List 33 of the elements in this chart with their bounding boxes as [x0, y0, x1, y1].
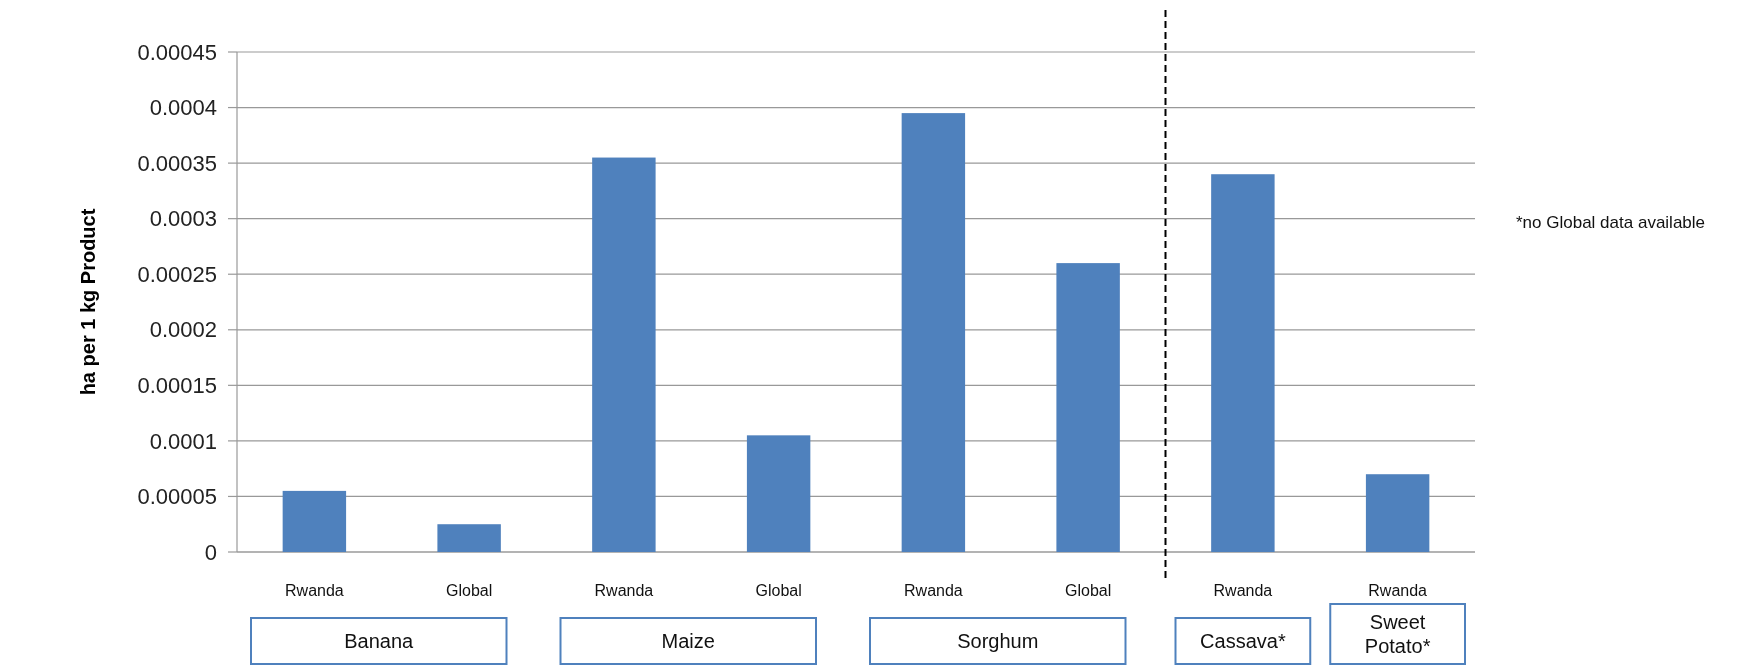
bar	[1365, 474, 1430, 552]
y-tick-label: 0.00035	[137, 150, 217, 176]
x-tick-label: Rwanda	[285, 582, 344, 599]
x-tick-label: Global	[755, 582, 802, 599]
y-tick-label: 0.00025	[137, 261, 217, 287]
x-tick-label: Global	[1065, 582, 1112, 599]
bar	[282, 490, 347, 552]
x-tick-label: Rwanda	[904, 582, 963, 599]
bar	[1211, 174, 1275, 552]
bar	[901, 113, 966, 552]
x-tick-label: Global	[446, 582, 493, 599]
y-axis-title: ha per 1 kg Product	[77, 208, 99, 396]
y-tick-label: 0.00045	[137, 39, 217, 65]
y-tick-label: 0.0003	[149, 206, 217, 232]
x-tick-label: Rwanda	[1213, 582, 1273, 599]
y-tick-label: 0.0004	[149, 95, 217, 121]
y-tick-label: 0.0002	[149, 317, 217, 343]
y-tick-label: 0.0001	[149, 428, 217, 454]
text: Maize	[661, 630, 715, 652]
y-tick-label: 0.00015	[137, 373, 217, 399]
text: Cassava*	[1200, 630, 1286, 652]
bar	[1056, 263, 1120, 552]
text: Sweet Potato*	[1364, 611, 1431, 657]
x-tick-label: Rwanda	[594, 582, 654, 599]
x-tick-label: Rwanda	[1368, 582, 1428, 599]
text: Sorghum	[957, 630, 1039, 652]
y-tick-label: 0.00005	[137, 484, 217, 510]
bar	[746, 435, 811, 552]
bar	[437, 524, 501, 552]
text: Banana	[344, 630, 415, 652]
bar	[592, 157, 656, 552]
y-tick-label: 0	[204, 539, 217, 565]
text: *no Global data available	[1516, 212, 1706, 232]
